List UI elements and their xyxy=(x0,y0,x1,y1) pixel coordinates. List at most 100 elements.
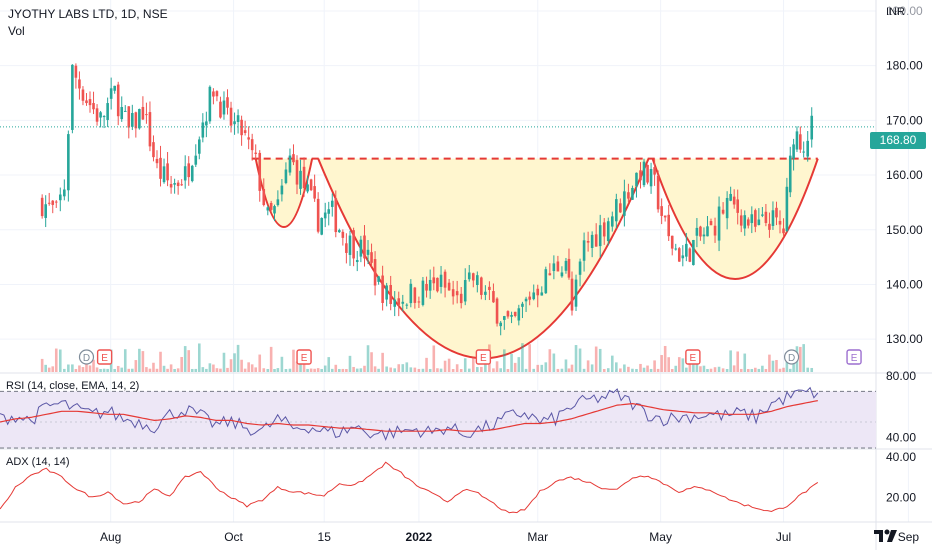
candle-body xyxy=(233,121,236,125)
candle-body xyxy=(381,275,384,303)
candle-body xyxy=(503,316,506,320)
volume-bar xyxy=(598,348,602,372)
volume-bar xyxy=(323,365,327,372)
volume-bar xyxy=(467,368,471,372)
volume-bar xyxy=(451,368,455,372)
candle-body xyxy=(556,261,560,272)
volume-bar xyxy=(348,355,352,372)
rsi-ma-line xyxy=(0,400,818,432)
volume-bar xyxy=(262,368,266,372)
volume-bar xyxy=(578,348,582,372)
candle-body xyxy=(544,269,548,294)
volume-bar xyxy=(717,366,721,372)
volume-bar xyxy=(366,345,370,372)
tradingview-logo-icon[interactable] xyxy=(873,527,899,545)
volume-bar xyxy=(345,368,348,372)
candle-body xyxy=(243,130,247,133)
candle-body xyxy=(802,151,805,153)
volume-bar xyxy=(197,343,201,372)
volume-bar xyxy=(528,344,531,372)
candle-body xyxy=(370,252,373,263)
volume-bar xyxy=(590,364,594,372)
candle-body xyxy=(532,292,536,300)
volume-bar xyxy=(131,368,134,372)
candle-body xyxy=(99,112,102,118)
candle-body xyxy=(141,106,145,120)
earnings-event-box xyxy=(296,349,312,365)
volume-bar xyxy=(695,358,699,372)
rsi-indicator-label[interactable]: RSI (14, close, EMA, 14, 2) xyxy=(6,380,140,392)
volume-bar xyxy=(606,368,610,372)
candle-body xyxy=(598,225,602,247)
volume-bar xyxy=(258,354,262,372)
candle-body xyxy=(761,214,764,216)
volume-bar xyxy=(594,346,598,372)
volume-bar xyxy=(254,367,258,372)
candle-body xyxy=(649,169,653,187)
candle-body xyxy=(635,172,638,187)
candle-body xyxy=(660,206,663,216)
candle-body xyxy=(709,221,713,226)
x-tick-label: Jul xyxy=(776,530,791,544)
candle-body xyxy=(717,206,721,241)
candle-body xyxy=(389,284,392,304)
event-letter: E xyxy=(851,353,858,364)
earnings-event-box xyxy=(685,349,701,365)
candle-body xyxy=(166,163,169,181)
candle-body xyxy=(574,279,578,307)
candle-body xyxy=(219,101,222,118)
volume-bar xyxy=(421,368,425,372)
volume-bar xyxy=(58,349,62,372)
candle-body xyxy=(436,277,439,292)
volume-bar xyxy=(732,365,736,372)
candle-body xyxy=(421,280,425,305)
candle-body xyxy=(190,165,194,182)
candle-body xyxy=(778,220,782,225)
volume-bar xyxy=(397,364,401,372)
candle-body xyxy=(517,308,521,321)
volume-bar xyxy=(480,366,483,372)
volume-bar xyxy=(702,365,706,372)
volume-bar xyxy=(670,369,674,372)
right-shoulder-curve xyxy=(651,158,819,280)
price-tick-label: 160.00 xyxy=(886,168,923,182)
candle-body xyxy=(54,201,58,203)
candle-body xyxy=(299,170,302,189)
candle-body xyxy=(795,131,799,150)
volume-bar xyxy=(544,362,548,372)
volume-bar xyxy=(250,364,254,372)
candle-body xyxy=(145,114,148,116)
candle-body xyxy=(152,142,155,158)
volume-bar xyxy=(127,368,131,372)
volume-bar xyxy=(63,368,66,372)
candle-body xyxy=(782,228,785,234)
volume-bar xyxy=(306,368,309,372)
volume-bar xyxy=(138,348,141,372)
volume-bar xyxy=(330,368,334,372)
volume-bar xyxy=(401,364,405,372)
candle-body xyxy=(610,216,614,227)
volume-bar xyxy=(699,366,702,372)
candle-body xyxy=(159,157,162,179)
candle-body xyxy=(619,203,622,213)
candle-body xyxy=(685,243,688,257)
candle-body xyxy=(567,258,571,278)
event-letter: E xyxy=(101,353,108,364)
candle-body xyxy=(540,292,544,296)
candle-body xyxy=(284,169,288,184)
candle-body xyxy=(306,184,309,192)
candle-body xyxy=(44,204,47,218)
volume-bar xyxy=(81,367,85,372)
volume-bar xyxy=(284,368,288,372)
candle-body xyxy=(236,115,240,122)
volume-bar xyxy=(67,364,70,372)
volume-label: Vol xyxy=(8,24,25,38)
volume-bar xyxy=(677,357,681,372)
volume-bar xyxy=(725,368,729,372)
candle-body xyxy=(750,214,754,224)
candle-body xyxy=(208,86,212,122)
candle-body xyxy=(743,215,747,229)
candle-body xyxy=(681,255,685,259)
adx-indicator-label[interactable]: ADX (14, 14) xyxy=(6,456,70,468)
